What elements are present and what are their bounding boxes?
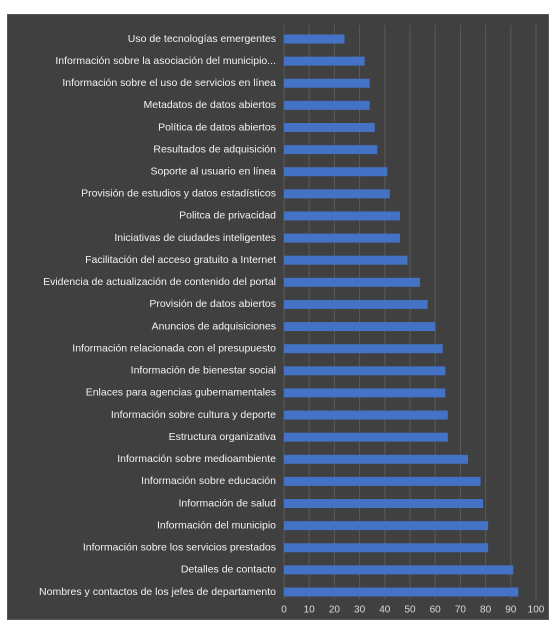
x-axis-ticks: 0 10 20 30 40 50 60 70 80 90 100 [281, 605, 545, 616]
category-label: Iniciativas de ciudades inteligentes [114, 232, 276, 244]
category-label: Información relacionada con el presupues… [72, 342, 276, 354]
gridlines [283, 25, 537, 599]
category-label: Enlaces para agencias gubernamentales [86, 387, 276, 399]
category-label: Política de datos abiertos [158, 121, 276, 133]
category-label: Anuncios de adquisiciones [152, 320, 276, 332]
x-tick-label: 60 [430, 605, 442, 616]
bar [284, 454, 468, 464]
category-label: Uso de tecnologías emergentes [128, 33, 276, 45]
x-tick-label: 30 [354, 605, 366, 616]
category-label: Estructura organizativa [169, 431, 277, 443]
category-label: Nombres y contactos de los jefes de depa… [39, 586, 276, 598]
category-label: Politca de privacidad [179, 210, 276, 222]
category-label: Resultados de adquisición [153, 143, 276, 155]
category-labels: Uso de tecnologías emergentes Información… [39, 33, 276, 598]
x-tick-label: 100 [528, 605, 545, 616]
category-label: Información sobre la asociación del muni… [55, 55, 276, 67]
category-label: Información sobre medioambiente [117, 453, 276, 465]
bar [284, 521, 489, 531]
bar [284, 587, 519, 597]
x-tick-label: 10 [304, 605, 316, 616]
bar [284, 344, 443, 354]
bar [284, 277, 421, 287]
x-tick-label: 90 [505, 605, 517, 616]
bar [284, 299, 428, 309]
x-tick-label: 70 [455, 605, 467, 616]
category-label: Detalles de contacto [181, 564, 276, 576]
bar [284, 122, 375, 132]
category-label: Información del municipio [157, 519, 276, 531]
bar [284, 322, 436, 332]
category-label: Facilitación del acceso gratuito a Inter… [85, 254, 276, 266]
category-label: Información de bienestar social [131, 365, 276, 377]
category-label: Información sobre el uso de servicios en… [62, 77, 276, 89]
chart-area: Uso de tecnologías emergentes Información… [7, 14, 549, 620]
category-label: Metadatos de datos abiertos [143, 99, 276, 111]
x-tick-label: 50 [404, 605, 416, 616]
bar [284, 543, 489, 553]
bar [284, 233, 400, 243]
bar [284, 432, 448, 442]
bar-chart: Uso de tecnologías emergentes Información… [39, 25, 545, 616]
bars [284, 34, 519, 597]
category-label: Evidencia de actualización de contenido … [43, 276, 276, 288]
bar [284, 255, 408, 265]
bar [284, 56, 365, 66]
bar [284, 366, 446, 376]
x-tick-label: 40 [379, 605, 391, 616]
bar [284, 499, 484, 509]
bar [284, 476, 481, 486]
category-label: Información de salud [179, 497, 277, 509]
category-label: Información sobre cultura y deporte [111, 409, 276, 421]
category-label: Provisión de datos abiertos [149, 298, 276, 310]
x-tick-label: 80 [480, 605, 492, 616]
bar [284, 565, 514, 575]
bar [284, 145, 378, 155]
bar [284, 410, 448, 420]
bar [284, 78, 370, 88]
bar [284, 388, 446, 398]
x-tick-label: 0 [281, 605, 287, 616]
category-label: Información sobre educación [141, 475, 276, 487]
bar [284, 100, 370, 110]
x-tick-label: 20 [329, 605, 341, 616]
bar [284, 211, 400, 221]
category-label: Información sobre los servicios prestado… [83, 542, 276, 554]
bar [284, 34, 345, 44]
bar [284, 189, 390, 199]
category-label: Provisión de estudios y datos estadístic… [81, 188, 276, 200]
bar [284, 167, 388, 177]
category-label: Soporte al usuario en línea [150, 166, 276, 178]
